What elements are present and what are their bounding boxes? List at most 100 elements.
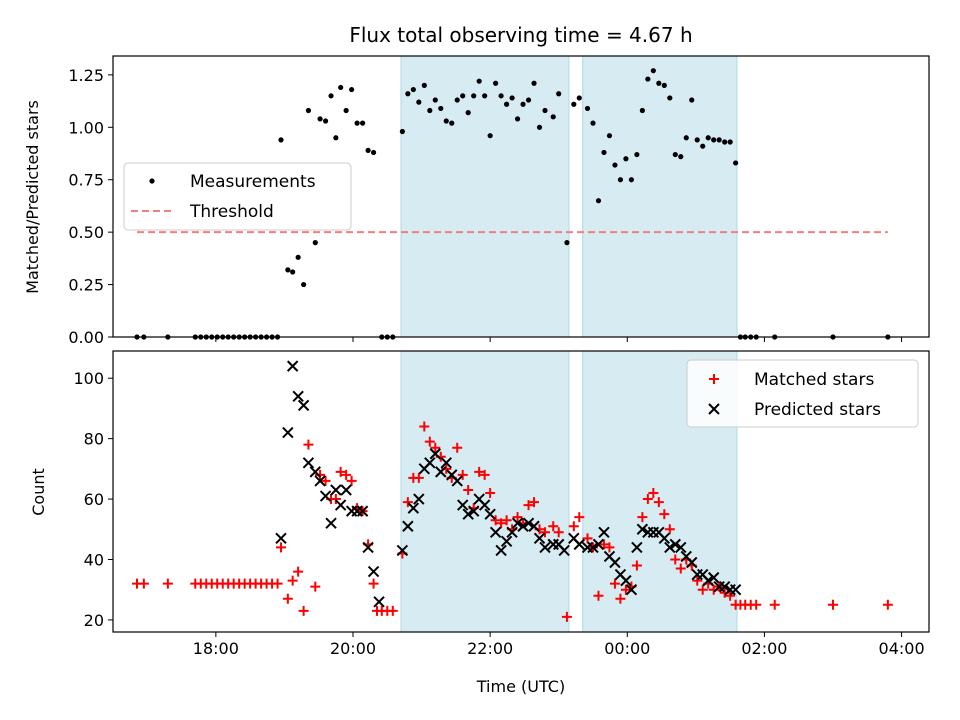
point-measurements-51: [460, 93, 466, 99]
legend-matched-label: Matched stars: [754, 370, 874, 390]
point-matched-stars-77: [604, 542, 615, 553]
point-matched-stars-2: [162, 578, 173, 589]
point-predicted-stars-12: [340, 484, 352, 496]
point-measurements-95: [711, 137, 717, 143]
point-matched-stars-23: [298, 605, 309, 616]
bottom-legend: Matched stars Predicted stars: [686, 359, 919, 428]
point-predicted-stars-68: [675, 541, 687, 554]
point-measurements-49: [449, 120, 455, 126]
point-measurements-44: [421, 82, 427, 88]
point-measurements-58: [498, 93, 504, 99]
point-matched-stars-87: [659, 509, 670, 520]
chart-title: Flux total observing time = 4.67 h: [349, 23, 692, 47]
y-tick-label: 20: [84, 611, 104, 630]
point-measurements-89: [678, 154, 684, 160]
axes-frame: [112, 55, 930, 338]
point-measurements-43: [416, 99, 422, 105]
point-measurements-33: [354, 120, 360, 126]
x-tick-label: 02:00: [741, 639, 787, 658]
point-predicted-stars-30: [457, 499, 469, 511]
point-matched-stars-104: [751, 599, 762, 610]
y-tick-label: 0.50: [68, 223, 104, 242]
point-measurements-71: [576, 95, 582, 101]
point-measurements-85: [656, 80, 662, 86]
point-matched-stars-69: [553, 527, 564, 538]
point-matched-stars-57: [485, 488, 496, 499]
top-panel: 0.00 0.25 0.50 0.75 1.00 1.25: [68, 55, 930, 347]
legend-predicted-label: Predicted stars: [754, 400, 881, 420]
point-measurements-76: [606, 133, 613, 139]
point-predicted-stars-38: [500, 535, 513, 548]
y-tick-label: 0.25: [68, 276, 104, 295]
point-matched-stars-20: [282, 593, 293, 604]
point-measurements-96: [716, 137, 722, 143]
point-predicted-stars-0: [275, 532, 287, 545]
point-matched-stars-80: [620, 584, 631, 595]
point-matched-stars-64: [523, 500, 534, 511]
y-tick-label: 1.00: [68, 118, 104, 137]
point-measurements-36: [370, 149, 377, 156]
point-measurements-70: [571, 101, 577, 107]
point-predicted-stars-78: [729, 583, 742, 596]
point-predicted-stars-15: [356, 505, 369, 517]
point-matched-stars-71: [568, 521, 579, 532]
point-matched-stars-46: [424, 436, 435, 447]
point-predicted-stars-65: [658, 532, 671, 545]
point-measurements-66: [542, 107, 548, 114]
point-measurements-62: [520, 101, 526, 107]
point-predicted-stars-60: [631, 541, 643, 554]
point-measurements-65: [536, 124, 543, 130]
observing-window-0: [400, 55, 570, 338]
point-measurements-92: [694, 137, 700, 143]
point-predicted-stars-34: [478, 499, 491, 511]
point-matched-stars-70: [561, 611, 572, 622]
point-predicted-stars-41: [517, 520, 529, 532]
point-predicted-stars-58: [620, 574, 632, 587]
point-measurements-31: [343, 107, 349, 114]
point-matched-stars-31: [341, 469, 352, 480]
observing-window-1: [582, 55, 738, 338]
point-matched-stars-19: [276, 542, 286, 553]
point-measurements-98: [727, 139, 733, 145]
point-matched-stars-45: [419, 421, 430, 432]
point-measurements-81: [634, 151, 640, 158]
point-predicted-stars-76: [718, 580, 731, 593]
point-matched-stars-32: [346, 475, 357, 486]
point-predicted-stars-11: [334, 499, 347, 511]
point-measurements-68: [556, 91, 562, 97]
point-matched-stars-93: [692, 575, 703, 586]
bottom-panel: 18:00 20:00 22:00 00:00 02:00 04:00 20 40 60 80 10…: [73, 350, 930, 658]
point-matched-stars-84: [642, 494, 653, 505]
point-matched-stars-22: [293, 566, 304, 577]
point-matched-stars-73: [582, 533, 593, 544]
point-matched-stars-79: [615, 593, 626, 604]
point-measurements-27: [322, 118, 329, 124]
observing-window-0: [400, 350, 570, 633]
point-predicted-stars-73: [702, 574, 714, 587]
point-predicted-stars-52: [587, 541, 599, 554]
point-matched-stars-30: [335, 466, 346, 477]
point-predicted-stars-74: [707, 571, 720, 584]
y-tick-label: 80: [84, 430, 104, 449]
point-measurements-42: [410, 86, 416, 93]
point-measurements-22: [295, 254, 301, 260]
point-measurements-48: [443, 118, 449, 124]
point-matched-stars-27: [320, 475, 331, 486]
point-measurements-32: [349, 86, 355, 93]
point-predicted-stars-59: [625, 583, 638, 596]
point-predicted-stars-66: [664, 541, 676, 554]
point-measurements-30: [338, 84, 344, 91]
point-matched-stars-58: [490, 515, 501, 526]
point-measurements-60: [509, 95, 515, 101]
point-predicted-stars-10: [330, 484, 342, 496]
point-matched-stars-86: [653, 497, 664, 508]
point-matched-stars-40: [387, 605, 398, 616]
y-tick-label: 1.25: [68, 66, 104, 85]
top-legend-frame: [123, 162, 352, 231]
point-matched-stars-25: [310, 581, 321, 592]
point-predicted-stars-43: [528, 520, 540, 532]
point-predicted-stars-7: [314, 475, 326, 487]
point-measurements-72: [584, 105, 591, 112]
point-predicted-stars-21: [407, 502, 420, 514]
